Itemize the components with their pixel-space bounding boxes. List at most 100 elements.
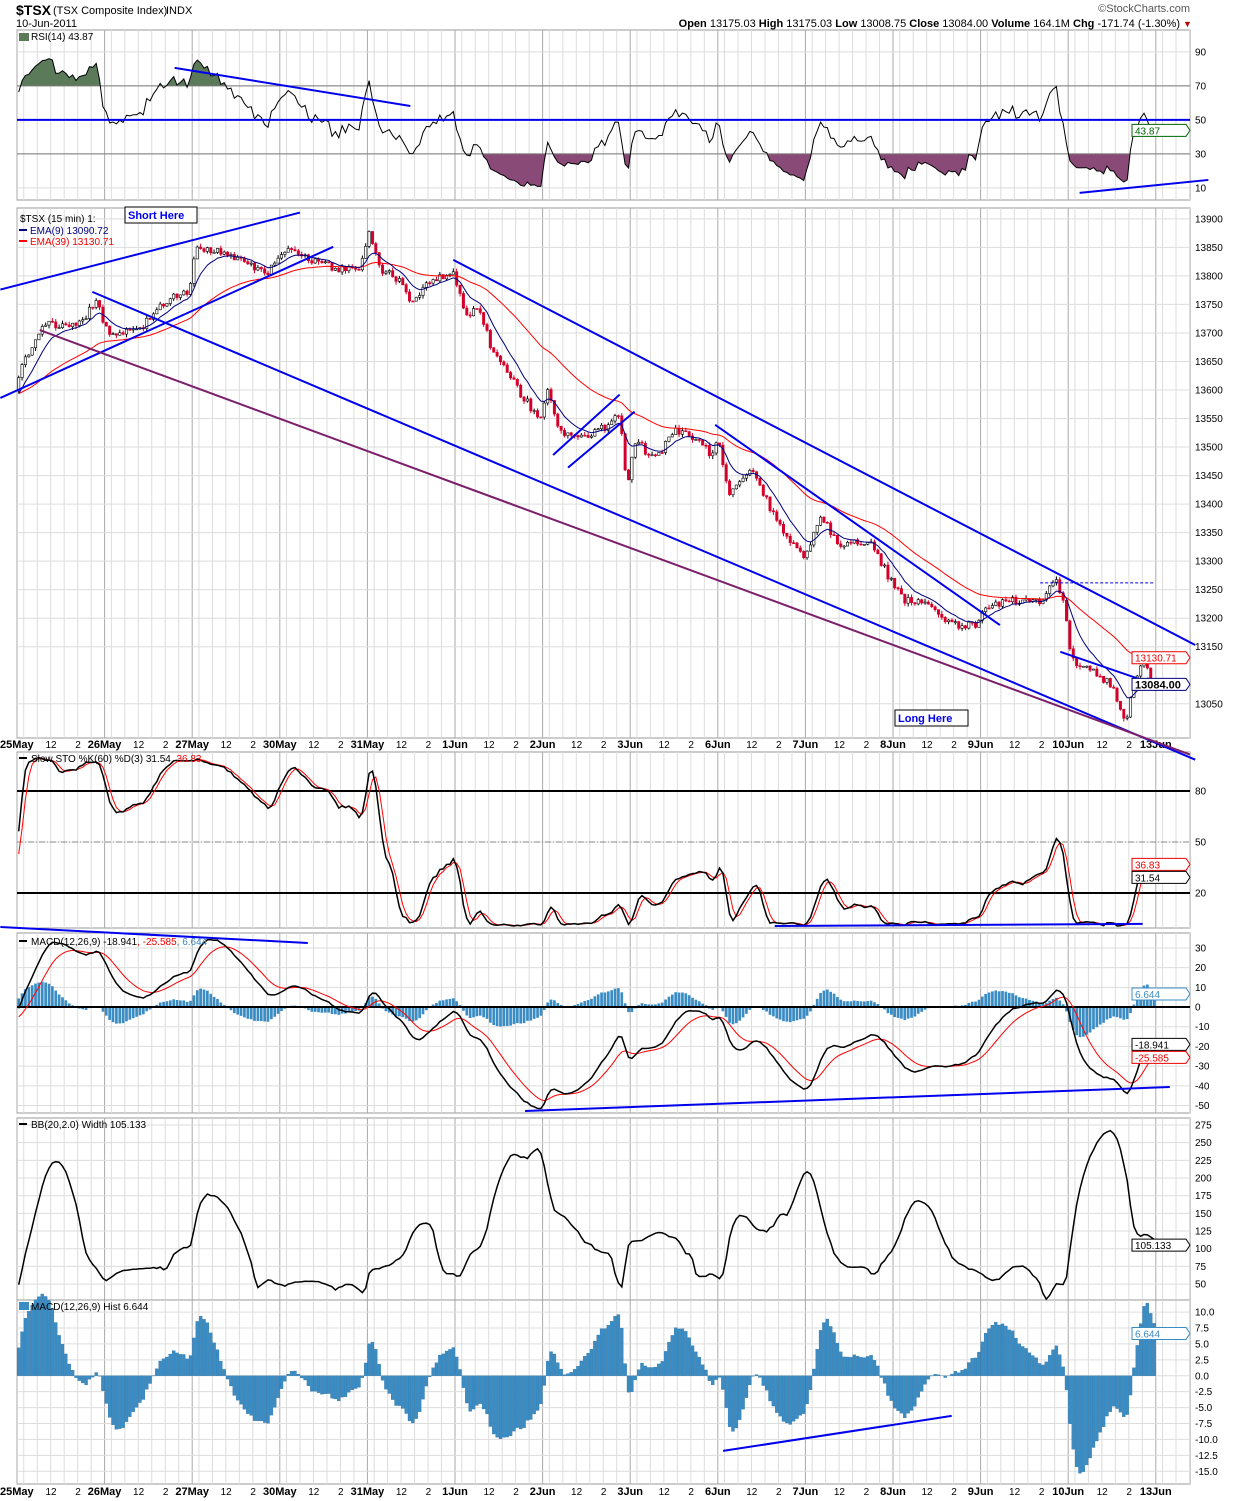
candle bbox=[899, 585, 903, 595]
x-axis-hour-label: 2 bbox=[513, 740, 519, 751]
candle bbox=[930, 601, 934, 609]
macd-histogram-bar bbox=[532, 1007, 536, 1019]
candle bbox=[670, 432, 674, 438]
x-axis-day-label: 3Jun bbox=[617, 739, 643, 751]
histogram-bar bbox=[593, 1340, 597, 1376]
candle bbox=[640, 440, 644, 444]
histogram-bar bbox=[825, 1318, 829, 1376]
histogram-bar bbox=[1010, 1330, 1015, 1376]
candle bbox=[1048, 585, 1052, 596]
histogram-bar bbox=[1125, 1375, 1129, 1415]
candle-body bbox=[886, 564, 890, 580]
histogram-bar bbox=[1048, 1355, 1052, 1376]
candle bbox=[84, 315, 88, 320]
histogram-bar bbox=[882, 1375, 887, 1384]
candle bbox=[1078, 662, 1082, 670]
candle-body bbox=[263, 268, 267, 274]
candle bbox=[162, 303, 166, 309]
candle-body bbox=[367, 231, 371, 247]
macd-histogram-bar bbox=[384, 1007, 388, 1012]
macd-histogram-bar bbox=[610, 990, 614, 1008]
candle-body bbox=[172, 293, 176, 300]
candle bbox=[916, 597, 920, 606]
macd-histogram-bar bbox=[27, 987, 31, 1008]
x-axis-hour-label: 12 bbox=[571, 1487, 583, 1498]
candle-body bbox=[589, 435, 593, 438]
candle-body bbox=[57, 327, 61, 329]
candle-body bbox=[256, 267, 260, 271]
histogram-bar bbox=[1007, 1329, 1011, 1376]
macd-histogram-bar bbox=[893, 1007, 897, 1018]
macd-histogram-bar bbox=[964, 1004, 967, 1008]
candle bbox=[822, 516, 826, 524]
histogram-bar bbox=[313, 1375, 317, 1392]
histogram-bar bbox=[289, 1371, 294, 1376]
histogram-bar bbox=[566, 1373, 570, 1376]
rsi-trendline bbox=[174, 66, 411, 107]
macd-histogram-bar bbox=[1125, 1007, 1129, 1020]
candle-body bbox=[974, 622, 978, 628]
candle-body bbox=[158, 303, 162, 311]
macd-histogram-bar bbox=[125, 1007, 128, 1022]
histogram-bar bbox=[670, 1335, 674, 1376]
sto-trendline bbox=[0, 925, 308, 944]
macd-histogram-bar bbox=[168, 1000, 172, 1008]
histogram-bar bbox=[1128, 1375, 1133, 1396]
macd-histogram-bar bbox=[859, 1001, 863, 1008]
histogram-bar bbox=[636, 1369, 641, 1376]
candle-body bbox=[522, 396, 526, 402]
histogram-bar bbox=[276, 1375, 280, 1398]
histogram-bar bbox=[205, 1322, 210, 1376]
histogram-bar bbox=[30, 1305, 34, 1376]
price-trendline bbox=[552, 393, 621, 456]
candle bbox=[825, 521, 829, 524]
macd-histogram-bar bbox=[263, 1007, 266, 1022]
histogram-bar bbox=[50, 1308, 55, 1376]
histogram-bar bbox=[337, 1375, 341, 1402]
histogram-bar bbox=[835, 1342, 840, 1376]
histogram-bar bbox=[178, 1354, 183, 1376]
candle bbox=[357, 268, 361, 271]
candle bbox=[50, 318, 54, 323]
histogram-bar bbox=[77, 1375, 81, 1381]
macd-histogram-bar bbox=[489, 1007, 492, 1023]
candle bbox=[472, 306, 476, 317]
candle bbox=[310, 257, 314, 265]
histogram-bar bbox=[168, 1353, 172, 1376]
candle-body bbox=[1112, 686, 1116, 689]
histogram-bar bbox=[54, 1322, 58, 1376]
macd-histogram-bar bbox=[374, 998, 378, 1008]
candle bbox=[536, 408, 540, 419]
macd-histogram-bar bbox=[101, 1007, 105, 1012]
x-axis-hour-label: 2 bbox=[1126, 1487, 1132, 1498]
macd-histogram-bar bbox=[425, 1007, 428, 1011]
macd-histogram-bar bbox=[795, 1007, 799, 1021]
candle bbox=[546, 388, 550, 406]
candle bbox=[542, 400, 546, 420]
histogram-bar bbox=[138, 1375, 142, 1403]
macd-histogram-bar bbox=[1135, 997, 1139, 1008]
hist-value-tag-box bbox=[1131, 1326, 1191, 1340]
histogram-bar bbox=[428, 1375, 432, 1377]
macd-histogram-bar bbox=[674, 992, 678, 1008]
candle-body bbox=[697, 439, 701, 441]
candle-body bbox=[771, 510, 775, 513]
histogram-bar bbox=[23, 1317, 28, 1376]
candle bbox=[741, 475, 745, 483]
histogram-bar bbox=[20, 1331, 24, 1376]
histogram-bar bbox=[721, 1375, 725, 1390]
sto-k-tag-box bbox=[1131, 870, 1191, 884]
candle-body bbox=[923, 601, 927, 604]
candle bbox=[556, 412, 560, 429]
candle-body bbox=[1058, 579, 1062, 594]
histogram-bar bbox=[1054, 1345, 1059, 1376]
candle bbox=[276, 255, 280, 264]
histogram-bar bbox=[1071, 1375, 1075, 1450]
candle bbox=[1001, 598, 1004, 609]
histogram-bar bbox=[414, 1375, 418, 1419]
macd-histogram-bar bbox=[916, 1007, 920, 1014]
macd-histogram-bar bbox=[195, 990, 199, 1008]
candle bbox=[408, 289, 411, 303]
macd-histogram-bar bbox=[54, 990, 58, 1008]
candle bbox=[54, 319, 58, 331]
